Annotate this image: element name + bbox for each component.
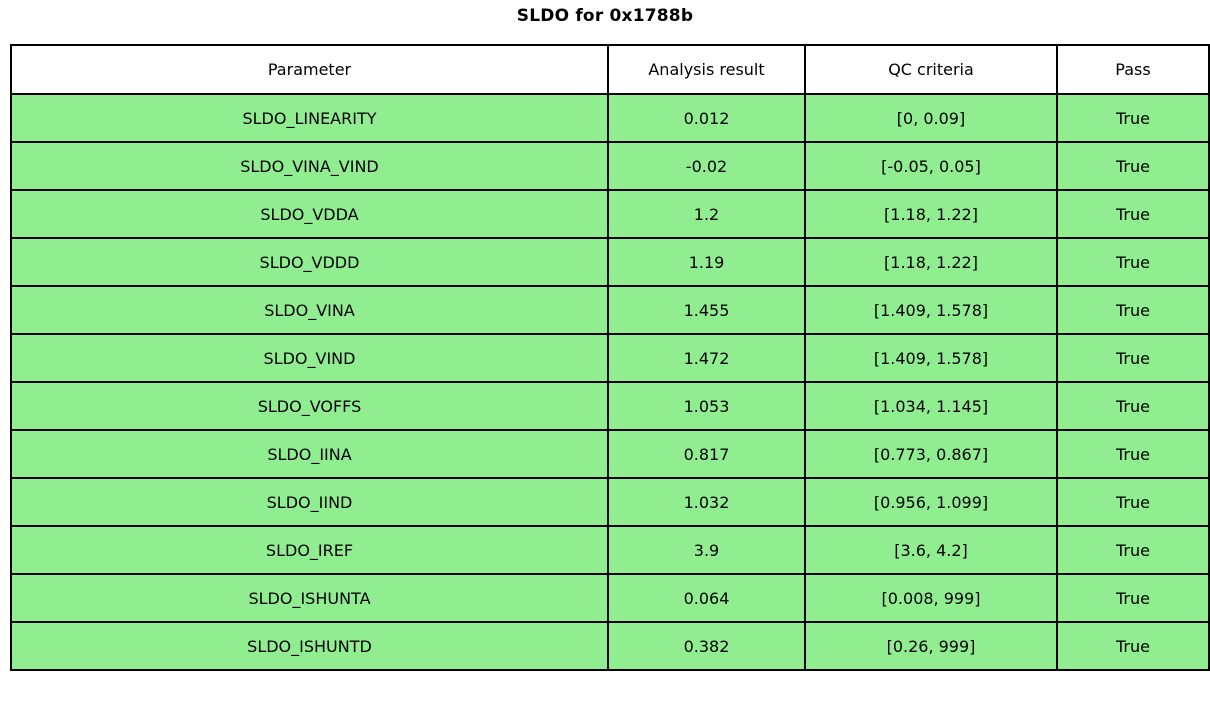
pass-cell: True <box>1056 429 1210 479</box>
pass-cell: True <box>1056 621 1210 671</box>
column-header-analysis-result: Analysis result <box>607 44 806 95</box>
table-header: Parameter Analysis result QC criteria Pass <box>10 44 1210 95</box>
column-header-parameter: Parameter <box>10 44 609 95</box>
table-row: SLDO_IREF 3.9 [3.6, 4.2] True <box>10 525 1210 575</box>
qc-criteria-cell: [1.409, 1.578] <box>804 333 1058 383</box>
page-title: SLDO for 0x1788b <box>516 6 694 26</box>
parameter-cell: SLDO_IREF <box>10 525 609 575</box>
table-row: SLDO_ISHUNTD 0.382 [0.26, 999] True <box>10 621 1210 671</box>
table-row: SLDO_VINA 1.455 [1.409, 1.578] True <box>10 285 1210 335</box>
analysis-result-cell: 0.064 <box>607 573 806 623</box>
pass-cell: True <box>1056 477 1210 527</box>
parameter-cell: SLDO_IINA <box>10 429 609 479</box>
pass-cell: True <box>1056 525 1210 575</box>
qc-criteria-cell: [1.18, 1.22] <box>804 189 1058 239</box>
table-header-row: Parameter Analysis result QC criteria Pass <box>10 44 1210 95</box>
analysis-result-cell: 1.472 <box>607 333 806 383</box>
table-row: SLDO_IINA 0.817 [0.773, 0.867] True <box>10 429 1210 479</box>
table-row: SLDO_VDDA 1.2 [1.18, 1.22] True <box>10 189 1210 239</box>
table-row: SLDO_IIND 1.032 [0.956, 1.099] True <box>10 477 1210 527</box>
analysis-result-cell: 1.053 <box>607 381 806 431</box>
table-row: SLDO_LINEARITY 0.012 [0, 0.09] True <box>10 93 1210 143</box>
qc-criteria-cell: [3.6, 4.2] <box>804 525 1058 575</box>
parameter-cell: SLDO_VINA_VIND <box>10 141 609 191</box>
analysis-result-cell: 1.19 <box>607 237 806 287</box>
qc-criteria-cell: [0.26, 999] <box>804 621 1058 671</box>
parameter-cell: SLDO_VOFFS <box>10 381 609 431</box>
analysis-result-cell: 1.455 <box>607 285 806 335</box>
table-row: SLDO_ISHUNTA 0.064 [0.008, 999] True <box>10 573 1210 623</box>
analysis-result-cell: 1.032 <box>607 477 806 527</box>
qc-criteria-cell: [1.409, 1.578] <box>804 285 1058 335</box>
table-row: SLDO_VINA_VIND -0.02 [-0.05, 0.05] True <box>10 141 1210 191</box>
qc-results-table: Parameter Analysis result QC criteria Pass … <box>10 44 1210 671</box>
analysis-result-cell: 0.817 <box>607 429 806 479</box>
table-row: SLDO_VOFFS 1.053 [1.034, 1.145] True <box>10 381 1210 431</box>
pass-cell: True <box>1056 333 1210 383</box>
pass-cell: True <box>1056 573 1210 623</box>
qc-criteria-cell: [0, 0.09] <box>804 93 1058 143</box>
pass-cell: True <box>1056 381 1210 431</box>
qc-criteria-cell: [1.034, 1.145] <box>804 381 1058 431</box>
pass-cell: True <box>1056 93 1210 143</box>
pass-cell: True <box>1056 189 1210 239</box>
qc-criteria-cell: [1.18, 1.22] <box>804 237 1058 287</box>
pass-cell: True <box>1056 141 1210 191</box>
parameter-cell: SLDO_ISHUNTD <box>10 621 609 671</box>
analysis-result-cell: 0.382 <box>607 621 806 671</box>
column-header-pass: Pass <box>1056 44 1210 95</box>
pass-cell: True <box>1056 237 1210 287</box>
column-header-qc-criteria: QC criteria <box>804 44 1058 95</box>
parameter-cell: SLDO_ISHUNTA <box>10 573 609 623</box>
table-body: SLDO_LINEARITY 0.012 [0, 0.09] True SLDO_VIN… <box>10 93 1210 671</box>
analysis-result-cell: 0.012 <box>607 93 806 143</box>
analysis-result-cell: 1.2 <box>607 189 806 239</box>
pass-cell: True <box>1056 285 1210 335</box>
parameter-cell: SLDO_IIND <box>10 477 609 527</box>
parameter-cell: SLDO_LINEARITY <box>10 93 609 143</box>
parameter-cell: SLDO_VDDD <box>10 237 609 287</box>
table-row: SLDO_VIND 1.472 [1.409, 1.578] True <box>10 333 1210 383</box>
qc-criteria-cell: [0.773, 0.867] <box>804 429 1058 479</box>
qc-criteria-cell: [-0.05, 0.05] <box>804 141 1058 191</box>
table-row: SLDO_VDDD 1.19 [1.18, 1.22] True <box>10 237 1210 287</box>
parameter-cell: SLDO_VDDA <box>10 189 609 239</box>
analysis-result-cell: -0.02 <box>607 141 806 191</box>
qc-criteria-cell: [0.008, 999] <box>804 573 1058 623</box>
analysis-result-cell: 3.9 <box>607 525 806 575</box>
parameter-cell: SLDO_VIND <box>10 333 609 383</box>
qc-criteria-cell: [0.956, 1.099] <box>804 477 1058 527</box>
parameter-cell: SLDO_VINA <box>10 285 609 335</box>
